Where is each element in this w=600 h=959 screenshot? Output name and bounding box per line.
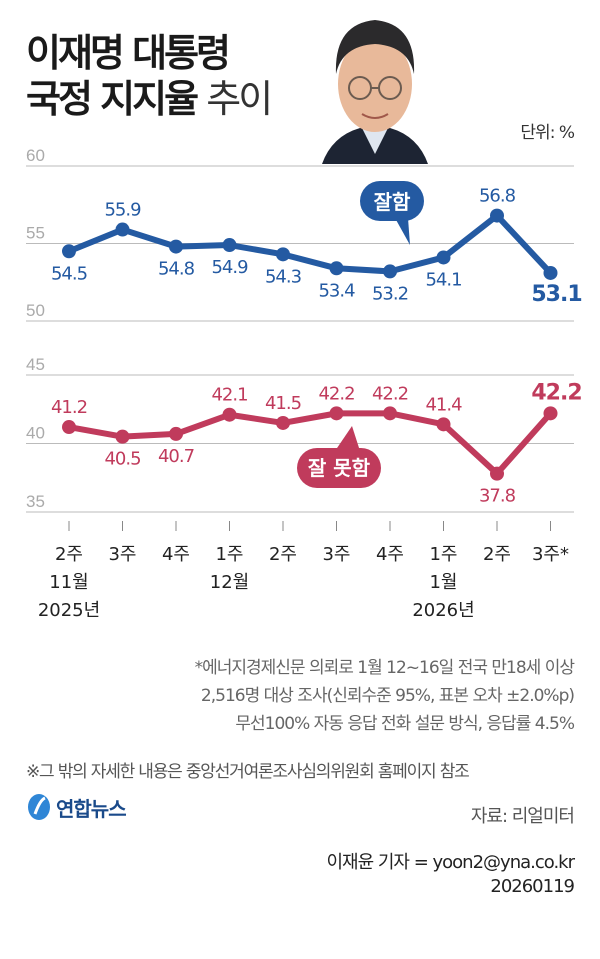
title-line-1: 이재명 대통령 — [26, 31, 231, 75]
data-label: 53.4 — [318, 280, 355, 301]
chart-title: 이재명 대통령 국정 지지율 추이 — [26, 30, 273, 122]
x-tick-label: 3주* — [532, 544, 569, 565]
data-label: 42.2 — [372, 383, 408, 404]
month-label: 12월 — [210, 572, 249, 593]
data-label: 54.8 — [158, 259, 195, 280]
series-line-disapprove — [68, 410, 553, 477]
data-label: 56.8 — [479, 186, 516, 207]
x-tick-label: 4주 — [162, 544, 190, 565]
series-line-approve — [67, 212, 553, 275]
x-tick-label: 2주 — [269, 544, 297, 565]
year-label: 2025년 — [38, 600, 100, 621]
y-tick-label: 55 — [26, 224, 45, 243]
callout-approve-pointer — [395, 218, 410, 245]
legend-disapprove: 잘 못함 — [308, 456, 371, 480]
data-point — [222, 238, 237, 253]
data-point — [62, 244, 76, 259]
title-line-2: 국정 지지율 추이 — [26, 76, 273, 122]
legend-approve: 잘함 — [374, 190, 411, 214]
y-tick-label: 60 — [26, 146, 45, 165]
x-tick-label: 3주 — [322, 544, 350, 565]
data-label: 54.9 — [211, 257, 248, 278]
year-label: 2026년 — [412, 600, 474, 621]
callout-approve-bubble — [360, 181, 424, 221]
publish-date: 20260119 — [490, 876, 575, 897]
data-point — [543, 265, 558, 280]
data-label: 42.1 — [211, 385, 247, 406]
data-label: 54.3 — [265, 266, 302, 287]
data-point — [115, 429, 130, 444]
data-label: 54.1 — [425, 269, 461, 290]
data-point — [222, 407, 237, 422]
data-point — [383, 406, 397, 421]
approval-chart: 50 55 60 35 40 45 2주 3주 4주 1주 2주 3주 4주 1주 2주 3주* 11월 12월 1… — [26, 146, 583, 621]
yonhap-logo: 연합뉴스 — [26, 792, 127, 822]
x-tick-label: 4주 — [376, 544, 404, 565]
data-point — [490, 208, 504, 223]
data-label: 40.5 — [104, 449, 140, 470]
data-point — [436, 250, 451, 265]
data-label: 42.2 — [531, 380, 581, 405]
data-label: 55.9 — [104, 200, 141, 221]
data-point — [169, 239, 183, 254]
note-line-1: *에너지경제신문 의뢰로 1월 12~16일 전국 만18세 이상 — [194, 658, 575, 678]
data-point — [62, 420, 76, 435]
month-label: 11월 — [49, 572, 88, 593]
title-light: 추이 — [206, 77, 273, 121]
data-label: 41.4 — [425, 394, 462, 415]
unit-label: 단위: % — [520, 123, 575, 143]
data-point — [490, 466, 504, 481]
data-point — [169, 426, 183, 441]
credit: 이재윤 기자 = yoon2@yna.co.kr 20260119 — [326, 851, 575, 899]
reference-note: ※그 밖의 자세한 내용은 중앙선거여론조사심의위원회 홈페이지 참조 — [26, 762, 470, 782]
data-point — [329, 406, 344, 421]
y-tick-label: 45 — [26, 355, 45, 374]
data-point — [329, 261, 344, 276]
note-line-2: 2,516명 대상 조사(신뢰수준 95%, 표본 오차 ±2.0%p) — [200, 686, 575, 706]
data-label: 37.8 — [479, 486, 516, 507]
y-tick-label: 35 — [26, 492, 45, 511]
data-point — [276, 247, 290, 262]
data-point — [115, 222, 130, 237]
data-label: 42.2 — [318, 383, 354, 404]
data-label: 41.2 — [51, 397, 87, 418]
president-portrait — [322, 20, 428, 164]
x-tick-label: 1주 — [429, 544, 457, 565]
y-tick-label: 50 — [26, 301, 45, 320]
x-tick-label: 1주 — [215, 544, 243, 565]
data-label: 53.1 — [531, 282, 581, 307]
data-label: 40.7 — [158, 446, 194, 467]
yonhap-logo-icon — [28, 794, 50, 820]
data-point — [436, 417, 451, 432]
data-label: 54.5 — [51, 263, 87, 284]
yonhap-logo-text: 연합뉴스 — [56, 796, 127, 821]
callout-disapprove-pointer — [335, 426, 360, 451]
data-point — [383, 264, 397, 279]
y-tick-label: 40 — [26, 424, 45, 443]
data-point — [276, 415, 290, 430]
reporter: 이재윤 기자 = yoon2@yna.co.kr — [326, 852, 575, 873]
note-line-3: 무선100% 자동 응답 전화 설문 방식, 응답률 4.5% — [235, 714, 575, 734]
callout-disapprove-bubble — [297, 448, 381, 488]
title-bold: 국정 지지율 — [26, 77, 199, 121]
data-label: 41.5 — [265, 393, 301, 414]
x-tick-label: 2주 — [483, 544, 511, 565]
x-tick-label: 3주 — [108, 544, 136, 565]
data-source: 자료: 리얼미터 — [470, 806, 575, 827]
x-tick-label: 2주 — [55, 544, 83, 565]
survey-notes: *에너지경제신문 의뢰로 1월 12~16일 전국 만18세 이상 2,516명… — [194, 654, 575, 738]
data-label: 53.2 — [372, 283, 408, 304]
data-point — [543, 406, 558, 421]
month-label: 1월 — [429, 572, 457, 593]
